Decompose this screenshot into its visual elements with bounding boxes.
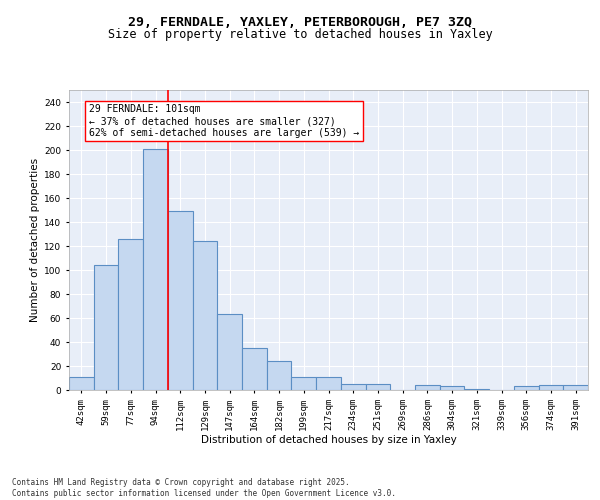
Bar	[217, 314, 242, 390]
Bar	[316, 377, 341, 390]
Bar	[514, 386, 539, 390]
Bar	[440, 386, 464, 390]
Bar	[464, 389, 489, 390]
Bar	[415, 385, 440, 390]
Text: 29, FERNDALE, YAXLEY, PETERBOROUGH, PE7 3ZQ: 29, FERNDALE, YAXLEY, PETERBOROUGH, PE7 …	[128, 16, 472, 29]
Y-axis label: Number of detached properties: Number of detached properties	[30, 158, 40, 322]
Bar	[365, 384, 390, 390]
Bar	[563, 385, 588, 390]
Bar	[143, 149, 168, 390]
Bar	[539, 385, 563, 390]
Text: 29 FERNDALE: 101sqm
← 37% of detached houses are smaller (327)
62% of semi-detac: 29 FERNDALE: 101sqm ← 37% of detached ho…	[89, 104, 359, 138]
Text: Size of property relative to detached houses in Yaxley: Size of property relative to detached ho…	[107, 28, 493, 41]
Bar	[168, 211, 193, 390]
Bar	[242, 348, 267, 390]
Bar	[94, 265, 118, 390]
X-axis label: Distribution of detached houses by size in Yaxley: Distribution of detached houses by size …	[200, 436, 457, 446]
Bar	[267, 361, 292, 390]
Bar	[69, 377, 94, 390]
Bar	[341, 384, 365, 390]
Bar	[292, 377, 316, 390]
Bar	[118, 239, 143, 390]
Bar	[193, 241, 217, 390]
Text: Contains HM Land Registry data © Crown copyright and database right 2025.
Contai: Contains HM Land Registry data © Crown c…	[12, 478, 396, 498]
